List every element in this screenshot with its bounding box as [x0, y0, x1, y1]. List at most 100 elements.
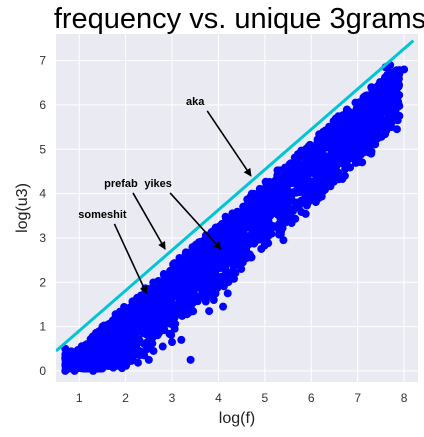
data-point	[75, 362, 84, 371]
data-point	[141, 307, 150, 316]
data-point	[133, 358, 142, 367]
data-point	[256, 225, 265, 234]
annotation-arrow	[132, 192, 166, 250]
data-point	[182, 272, 191, 281]
data-point	[186, 286, 195, 295]
data-point	[313, 169, 322, 178]
data-point	[188, 262, 197, 271]
data-point	[182, 249, 191, 258]
data-point	[202, 273, 211, 282]
data-point	[196, 284, 205, 293]
data-point	[210, 283, 219, 292]
data-point	[329, 177, 338, 186]
data-point	[346, 108, 355, 117]
data-point	[347, 123, 356, 132]
data-point	[223, 278, 232, 287]
data-point	[155, 305, 164, 314]
data-point	[361, 131, 370, 140]
data-point	[362, 136, 371, 145]
gridlines	[56, 34, 418, 382]
data-point	[337, 129, 346, 138]
data-point	[371, 113, 380, 122]
x-tick-label: 4	[215, 391, 222, 405]
data-point	[109, 345, 118, 354]
y-tick-label: 6	[39, 98, 46, 112]
data-point	[291, 177, 300, 186]
data-point	[289, 166, 298, 175]
x-tick-labels: 1 2 3 4 5 6 7 8	[76, 391, 408, 405]
data-point	[224, 220, 233, 229]
data-point	[236, 241, 245, 250]
data-point	[268, 196, 277, 205]
data-point	[299, 153, 308, 162]
data-point	[61, 366, 70, 375]
data-point	[324, 132, 333, 141]
data-point	[376, 100, 385, 109]
chart-title: frequency vs. unique 3grams	[54, 3, 424, 35]
data-point	[108, 336, 117, 345]
data-point	[158, 342, 167, 351]
data-point	[295, 199, 304, 208]
data-point	[143, 339, 152, 348]
data-point	[341, 164, 350, 173]
data-point	[211, 223, 220, 232]
y-tick-label: 1	[39, 320, 46, 334]
data-point	[154, 276, 163, 285]
data-point	[248, 203, 257, 212]
data-point	[336, 159, 345, 168]
data-point	[290, 153, 299, 162]
data-point	[280, 218, 289, 227]
data-point	[120, 337, 129, 346]
data-point	[235, 249, 244, 258]
data-point	[214, 262, 223, 271]
data-point	[227, 268, 236, 277]
data-point	[198, 265, 207, 274]
data-point	[271, 189, 280, 198]
y-tick-label: 0	[39, 364, 46, 378]
data-point	[380, 88, 389, 97]
data-point	[329, 123, 338, 132]
x-tick-label: 1	[76, 391, 83, 405]
data-point	[145, 291, 154, 300]
data-point	[266, 206, 275, 215]
data-point	[70, 366, 79, 375]
y-tick-label: 5	[39, 142, 46, 156]
data-point	[94, 327, 103, 336]
data-point	[70, 355, 79, 364]
data-point	[223, 289, 232, 298]
data-point	[364, 148, 373, 157]
y-tick-labels: 0 1 2 3 4 5 6 7	[39, 54, 46, 378]
data-point	[264, 227, 273, 236]
data-point	[269, 222, 278, 231]
data-point	[205, 307, 214, 316]
data-point	[215, 232, 224, 241]
data-point	[104, 360, 113, 369]
data-point	[364, 115, 373, 124]
data-point	[168, 338, 177, 347]
data-point	[176, 255, 185, 264]
data-point	[315, 160, 324, 169]
data-point	[390, 67, 399, 76]
data-point	[137, 293, 146, 302]
annotation-arrow	[113, 223, 148, 295]
data-point	[229, 243, 238, 252]
data-point	[358, 158, 367, 167]
data-point	[362, 91, 371, 100]
x-tick-label: 3	[169, 391, 176, 405]
data-point	[242, 247, 251, 256]
data-point	[277, 212, 286, 221]
data-point	[244, 197, 253, 206]
data-point	[205, 258, 214, 267]
annotation-label: prefab	[104, 178, 138, 190]
data-point	[308, 178, 317, 187]
data-point	[196, 237, 205, 246]
data-point	[183, 255, 192, 264]
data-point	[219, 255, 228, 264]
data-point	[103, 322, 112, 331]
y-tick-label: 3	[39, 231, 46, 245]
data-point	[317, 192, 326, 201]
data-point	[357, 144, 366, 153]
data-point	[158, 290, 167, 299]
data-point	[219, 302, 228, 311]
data-point	[294, 159, 303, 168]
